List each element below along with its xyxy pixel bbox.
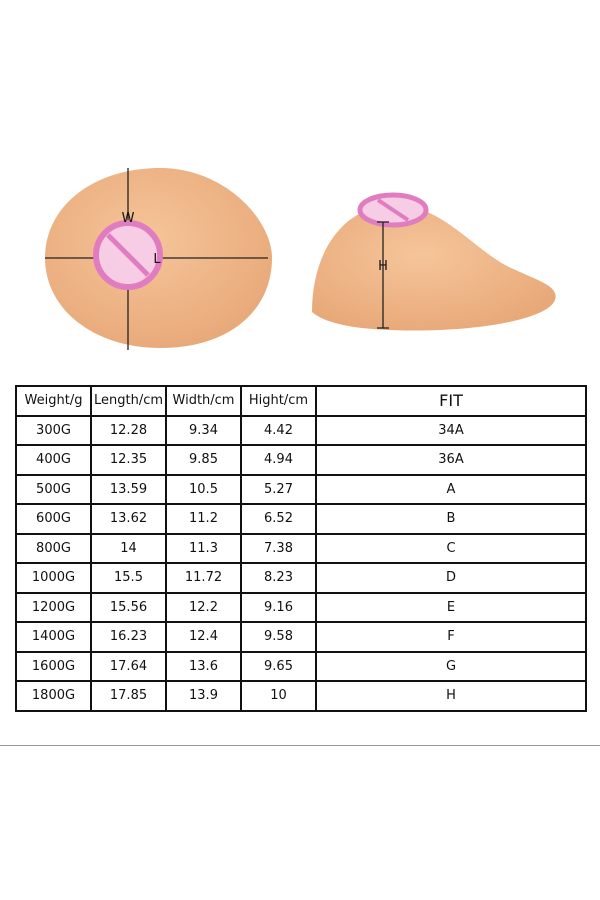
table-cell: 13.62 xyxy=(90,503,167,535)
table-row: 1000G 15.5 11.72 8.23 D xyxy=(15,562,587,594)
table-cell: 1000G xyxy=(15,562,92,594)
table-cell: 12.2 xyxy=(165,591,242,623)
table-row: 500G 13.59 10.5 5.27 A xyxy=(15,473,587,505)
table-row: 1400G 16.23 12.4 9.58 F xyxy=(15,621,587,653)
table-cell: 17.85 xyxy=(90,680,167,712)
table-cell: C xyxy=(315,532,587,564)
table-cell: 11.72 xyxy=(165,562,242,594)
table-row: 1600G 17.64 13.6 9.65 G xyxy=(15,650,587,682)
table-cell: 15.5 xyxy=(90,562,167,594)
table-cell: 500G xyxy=(15,473,92,505)
table-cell: 5.27 xyxy=(240,473,317,505)
table-cell: 1800G xyxy=(15,680,92,712)
table-cell: 300G xyxy=(15,414,92,446)
table-cell: 11.2 xyxy=(165,503,242,535)
table-cell: 13.59 xyxy=(90,473,167,505)
table-cell: 13.9 xyxy=(165,680,242,712)
table-row: 1200G 15.56 12.2 9.16 E xyxy=(15,591,587,623)
side-form xyxy=(312,205,556,331)
table-cell: 12.4 xyxy=(165,621,242,653)
table-cell: 8.23 xyxy=(240,562,317,594)
table-cell: 400G xyxy=(15,444,92,476)
table-cell: E xyxy=(315,591,587,623)
table-cell: 14 xyxy=(90,532,167,564)
table-cell: 6.52 xyxy=(240,503,317,535)
table-cell: B xyxy=(315,503,587,535)
table-row: 600G 13.62 11.2 6.52 B xyxy=(15,503,587,535)
table-row: 400G 12.35 9.85 4.94 36A xyxy=(15,444,587,476)
side-nipple-slash xyxy=(376,198,410,222)
table-cell: D xyxy=(315,562,587,594)
table-cell: 9.85 xyxy=(165,444,242,476)
table-cell: 1200G xyxy=(15,591,92,623)
table-cell: FIT xyxy=(315,385,587,417)
table-cell: 4.42 xyxy=(240,414,317,446)
table-row: 1800G 17.85 13.9 10 H xyxy=(15,680,587,712)
table-cell: 12.35 xyxy=(90,444,167,476)
nipple-mark-slash xyxy=(106,233,150,277)
header-row: Weight/g Length/cm Width/cm Hight/cm FIT xyxy=(15,385,587,417)
table-cell: 13.6 xyxy=(165,650,242,682)
table-cell: 34A xyxy=(315,414,587,446)
table-cell: 15.56 xyxy=(90,591,167,623)
table-cell: H xyxy=(315,680,587,712)
divider xyxy=(0,745,600,746)
table-cell: 16.23 xyxy=(90,621,167,653)
table-cell: Length/cm xyxy=(90,385,167,417)
table-cell: 1600G xyxy=(15,650,92,682)
length-label: L xyxy=(153,252,161,267)
table-cell: 800G xyxy=(15,532,92,564)
table-cell: 1400G xyxy=(15,621,92,653)
table-cell: G xyxy=(315,650,587,682)
table-row: 300G 12.28 9.34 4.42 34A xyxy=(15,414,587,446)
table-cell: A xyxy=(315,473,587,505)
table-cell: 9.34 xyxy=(165,414,242,446)
table-cell: 4.94 xyxy=(240,444,317,476)
table-cell: 9.16 xyxy=(240,591,317,623)
table-cell: Weight/g xyxy=(15,385,92,417)
height-label: H xyxy=(378,259,388,274)
table-cell: F xyxy=(315,621,587,653)
product-figure: W L H xyxy=(45,168,556,350)
table-row: 800G 14 11.3 7.38 C xyxy=(15,532,587,564)
table-cell: 600G xyxy=(15,503,92,535)
table-cell: 9.58 xyxy=(240,621,317,653)
size-table: Weight/g Length/cm Width/cm Hight/cm FIT 300… xyxy=(15,385,587,712)
table-cell: 9.65 xyxy=(240,650,317,682)
table-cell: 36A xyxy=(315,444,587,476)
table-cell: 17.64 xyxy=(90,650,167,682)
table-cell: 10.5 xyxy=(165,473,242,505)
table-cell: Hight/cm xyxy=(240,385,317,417)
table-cell: 7.38 xyxy=(240,532,317,564)
width-label: W xyxy=(122,211,135,226)
table-cell: 11.3 xyxy=(165,532,242,564)
table-cell: 12.28 xyxy=(90,414,167,446)
table-cell: 10 xyxy=(240,680,317,712)
table-cell: Width/cm xyxy=(165,385,242,417)
